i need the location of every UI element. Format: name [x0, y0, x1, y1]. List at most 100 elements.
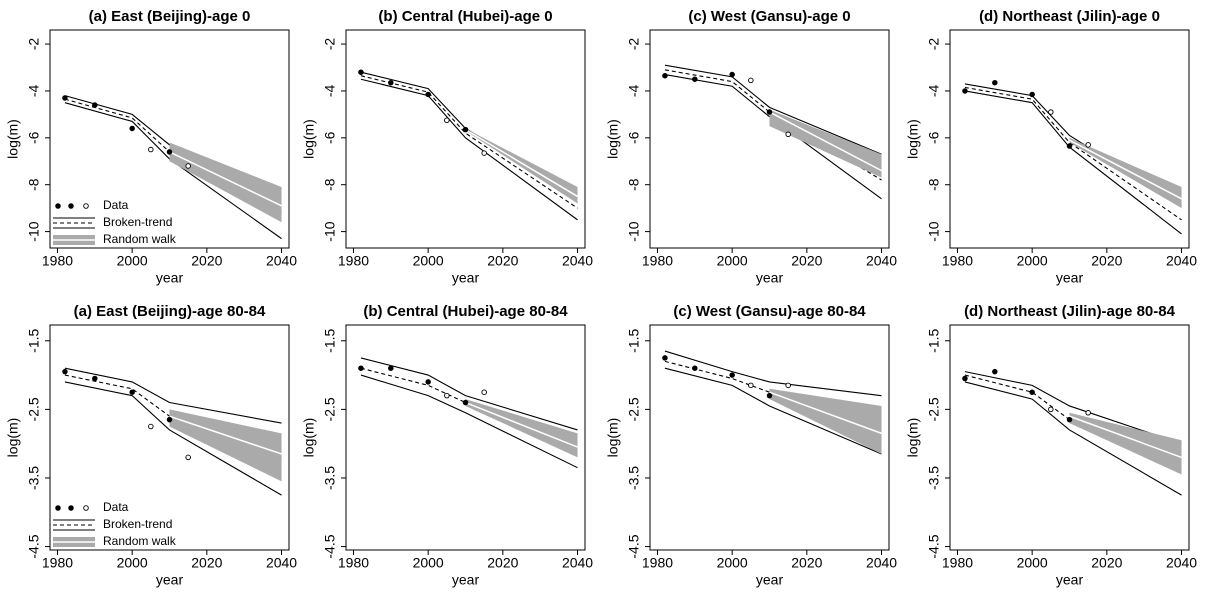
x-tick-label: 2000 [717, 253, 748, 269]
data-point [129, 125, 135, 132]
y-tick-label: -6 [322, 131, 338, 144]
x-axis-label: year [452, 270, 480, 286]
broken-trend-line [964, 86, 1182, 221]
broken-trend-upper [964, 371, 1182, 445]
plot-frame [649, 324, 890, 551]
plot-area [962, 368, 1182, 496]
panel-title: (a) East (Beijing)-age 0 [89, 8, 251, 25]
panel: (a) East (Beijing)-age 80-84 year log(m) 19… [5, 303, 298, 588]
data-point [748, 77, 754, 84]
y-tick-label: -4.5 [926, 534, 942, 558]
y-tick-label: -4 [926, 85, 942, 98]
legend-label: Random walk [103, 232, 177, 246]
x-axis-label: year [156, 270, 184, 286]
plot-frame [949, 29, 1190, 249]
random-walk-band [169, 409, 282, 482]
x-tick-label: 2000 [413, 253, 444, 269]
plot-area [62, 95, 282, 240]
broken-trend-lower [360, 78, 578, 221]
data-point [692, 76, 698, 82]
y-tick-label: -8 [26, 178, 42, 191]
broken-trend-lower [64, 102, 282, 240]
plot-frame [49, 324, 290, 551]
data-point [148, 423, 154, 430]
random-walk-band [169, 142, 282, 223]
x-tick-label: 2040 [266, 253, 297, 269]
plot-area [358, 69, 578, 221]
panel-title: (a) East (Beijing)-age 80-84 [74, 303, 266, 320]
x-tick-label: 2040 [866, 253, 897, 269]
data-point [129, 389, 135, 395]
data-point [766, 392, 773, 399]
data-point [444, 117, 450, 123]
data-point [92, 375, 98, 382]
x-axis-label: year [756, 270, 784, 286]
broken-trend-line [360, 75, 578, 209]
y-tick-label: -10 [26, 221, 42, 241]
y-tick-label: -4.5 [322, 534, 338, 558]
data-point [388, 365, 394, 371]
x-tick-label: 2040 [266, 555, 297, 571]
data-point [462, 126, 469, 133]
y-tick-label: -10 [626, 221, 642, 241]
y-tick-label: -6 [626, 131, 642, 144]
broken-trend-upper [664, 350, 882, 397]
data-point [992, 79, 998, 86]
broken-trend-lower [64, 381, 282, 496]
y-axis-label: log(m) [905, 119, 921, 159]
x-tick-label: 2000 [717, 555, 748, 571]
y-tick-label: -3.5 [626, 466, 642, 490]
y-tick-label: -2.5 [626, 397, 642, 421]
y-tick-label: -10 [322, 221, 338, 241]
data-point [1029, 91, 1035, 98]
x-tick-label: 1980 [338, 555, 369, 571]
panel: (c) West (Gansu)-age 80-84 year log(m) 1980… [605, 303, 898, 588]
x-tick-label: 2040 [562, 555, 593, 571]
data-point [481, 389, 487, 395]
x-axis-label: year [156, 572, 184, 588]
random-walk-band [769, 388, 882, 454]
random-walk-line [465, 128, 578, 198]
data-point [785, 131, 791, 138]
y-axis-label: log(m) [301, 418, 317, 458]
legend-label: Random walk [103, 534, 177, 548]
random-walk-line [465, 401, 578, 448]
random-walk-line [769, 111, 882, 172]
panel: (a) East (Beijing)-age 0 year log(m) 1980 20… [5, 8, 298, 286]
data-point [462, 399, 469, 406]
data-point [662, 72, 668, 79]
data-point [62, 95, 68, 101]
panel-title: (c) West (Gansu)-age 0 [688, 8, 850, 25]
x-tick-label: 2000 [1017, 253, 1048, 269]
y-axis-label: log(m) [301, 119, 317, 159]
data-point [785, 382, 791, 389]
y-tick-label: -2 [322, 38, 338, 51]
x-tick-label: 2020 [791, 555, 822, 571]
legend-symbol [83, 505, 89, 511]
data-point [166, 149, 173, 155]
legend-label: Broken-trend [103, 215, 172, 229]
panel: (d) Northeast (Jilin)-age 80-84 year log(m… [905, 303, 1198, 588]
plot-frame [345, 29, 586, 249]
y-tick-label: -1.5 [26, 329, 42, 353]
y-axis-label: log(m) [605, 119, 621, 159]
panel-title: (b) Central (Hubei)-age 80-84 [363, 303, 568, 320]
data-point [1085, 410, 1091, 416]
x-tick-label: 2020 [1091, 253, 1122, 269]
x-tick-label: 1980 [42, 555, 73, 571]
x-axis-label: year [1056, 572, 1084, 588]
y-tick-label: -1.5 [626, 329, 642, 353]
x-tick-label: 2000 [117, 253, 148, 269]
x-tick-label: 1980 [642, 253, 673, 269]
legend-label: Broken-trend [103, 517, 172, 531]
data-point [1066, 416, 1073, 423]
random-walk-line [1069, 415, 1182, 459]
broken-trend-line [64, 374, 282, 458]
plot-frame [949, 324, 1190, 551]
data-point [358, 69, 364, 75]
x-axis-label: year [756, 572, 784, 588]
data-point [748, 382, 754, 389]
broken-trend-upper [664, 64, 882, 155]
y-tick-label: -8 [322, 178, 338, 191]
